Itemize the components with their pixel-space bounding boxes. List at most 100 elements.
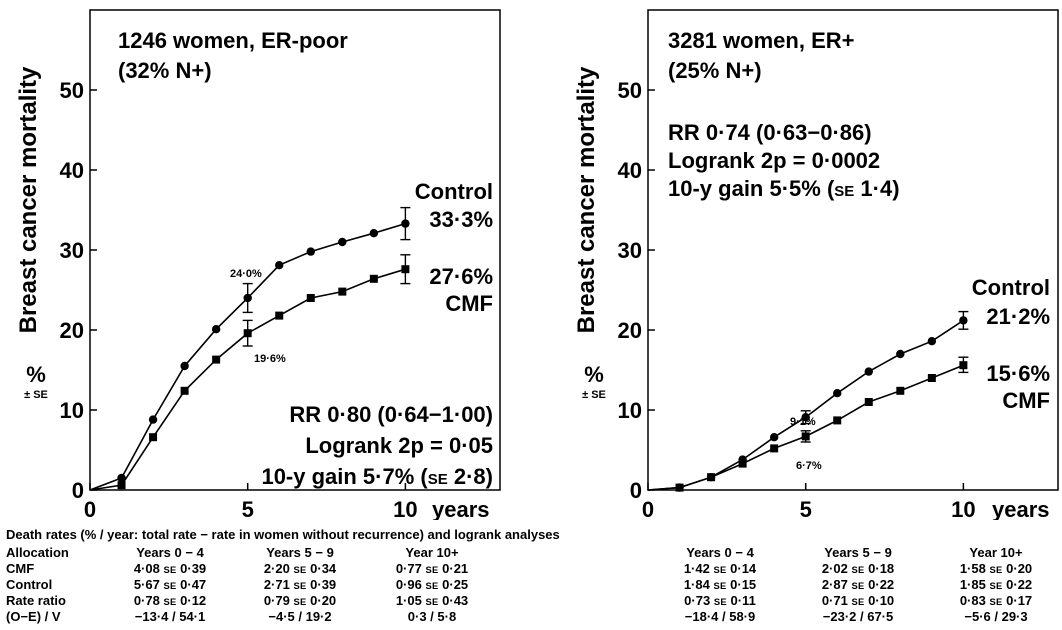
table-cell: 2·71 SE 0·39	[230, 578, 370, 593]
table-row-label: Control	[6, 577, 53, 592]
x-tick-label: 0	[84, 497, 96, 520]
table-cell: 2·20 SE 0·34	[230, 562, 370, 577]
y-axis-label: Breast cancer mortality	[573, 66, 600, 333]
table-cell-se-value: 0·43	[438, 593, 469, 608]
data-point-cmf	[401, 265, 410, 274]
data-point-cmf	[275, 311, 284, 320]
end-value-control: 21·2%	[986, 304, 1050, 329]
table-cell-value: 0·79	[263, 593, 294, 608]
chart-panel-er-positive: 0 10 20 30 40 50 0 5 10 years Breast cancer mortal…	[573, 9, 1059, 520]
y-tick-label: 30	[60, 238, 84, 263]
gain-suffix: 1·4)	[854, 176, 899, 201]
table-cell-value: 1·58	[959, 561, 990, 576]
table-cell: 0·79 SE 0·20	[230, 594, 370, 609]
table-cell: 1·84 SE 0·15	[650, 578, 790, 593]
table-cell-se: SE	[989, 565, 1003, 575]
table-column-header: Years 0 − 4	[136, 545, 204, 560]
table-cell-se-value: 0·22	[864, 577, 895, 592]
panel-subtitle: (25% N+)	[668, 58, 762, 83]
table-cell-value: 2·87	[821, 577, 852, 592]
table-cell: 1·85 SE 0·22	[926, 578, 1062, 593]
table-cell-value: 0·71	[821, 593, 852, 608]
table-cell-value: 2·20	[263, 561, 294, 576]
table-cell-se-value: 0·15	[726, 577, 757, 592]
table-cell-se-value: 0·34	[306, 561, 337, 576]
table-cell-value: 5·67	[133, 577, 164, 592]
data-point-cmf	[306, 294, 315, 302]
table-cell: −18·4 / 58·9	[684, 609, 756, 624]
panel-title: 1246 women, ER-poor	[118, 28, 348, 53]
x-tick-label: 0	[642, 497, 654, 520]
gain-text: 10-y gain 5·5% (SE 1·4)	[668, 176, 900, 201]
table-cell-se: SE	[293, 597, 307, 607]
table-cell-se-value: 0·11	[726, 593, 756, 608]
table-cell: −13·4 / 54·1	[134, 609, 206, 624]
y-tick-label: 10	[618, 398, 642, 423]
table-column-header: Year 10+	[969, 545, 1023, 560]
table-cell-se: SE	[851, 565, 865, 575]
data-point-cmf	[896, 386, 905, 395]
table-cell-value: 2·71	[263, 577, 294, 592]
data-point-control	[927, 337, 937, 346]
x-axis-label: years	[992, 497, 1050, 520]
table-cell-se-value: 0·18	[864, 561, 895, 576]
table-cell-value: 1·85	[959, 577, 990, 592]
table-cell: 1·58 SE 0·20	[926, 562, 1062, 577]
table-cell-se: SE	[989, 581, 1003, 591]
table-cell-se: SE	[425, 581, 439, 591]
table-cell: 0·3 / 5·8	[407, 609, 457, 624]
table-cell-value: 0·73	[684, 593, 714, 608]
table-cell-se: SE	[713, 581, 727, 591]
table-cell-value: 0·96	[395, 577, 426, 592]
table-cell-value: 0·78	[133, 593, 164, 608]
table-cell-value: 1·05	[395, 593, 426, 608]
x-tick-label: 10	[951, 497, 975, 520]
data-point-control	[180, 361, 189, 371]
y-tick-label: 0	[630, 478, 642, 503]
data-point-cmf	[180, 386, 189, 395]
table-cell-value: 1·84	[683, 577, 714, 592]
table-cell: 0·96 SE 0·25	[362, 578, 502, 593]
end-value-cmf: 27·6%	[429, 264, 493, 289]
data-point-control	[401, 219, 410, 228]
y-tick-label: 40	[618, 158, 642, 183]
data-point-cmf	[243, 329, 252, 338]
data-point-control	[801, 413, 810, 422]
data-point-cmf	[338, 287, 347, 296]
y-tick-label: 10	[60, 398, 84, 423]
gain-prefix: 10-y gain 5·7% (	[261, 464, 428, 489]
table-cell-se-value: 0·21	[438, 561, 469, 576]
table-cell-se-value: 0·12	[176, 593, 207, 608]
end-label-cmf: CMF	[445, 291, 493, 316]
data-point-cmf	[864, 398, 873, 406]
end-value-cmf: 15·6%	[986, 361, 1050, 386]
table-caption: Death rates (% / year: total rate − rate…	[6, 527, 560, 542]
table-cell-se: SE	[163, 581, 177, 591]
table-cell: −5·6 / 29·3	[964, 609, 1028, 624]
data-point-cmf	[212, 355, 221, 364]
data-point-cmf	[801, 432, 810, 441]
rate-ratio-text: RR 0·80 (0·64−1·00)	[289, 402, 493, 427]
table-cell-se: SE	[163, 565, 177, 575]
data-point-cmf	[369, 274, 378, 283]
table-cell-se-value: 0·39	[176, 561, 207, 576]
data-point-control	[833, 389, 842, 398]
table-cell: 4·08 SE 0·39	[100, 562, 240, 577]
table-cell: 2·87 SE 0·22	[788, 578, 928, 593]
y-tick-label: 0	[72, 478, 84, 503]
table-cell-se: SE	[293, 581, 307, 591]
x-tick-label: 5	[242, 497, 254, 520]
table-cell: 5·67 SE 0·47	[100, 578, 240, 593]
rate-ratio-text: RR 0·74 (0·63−0·86)	[668, 120, 872, 145]
table-cell-se: SE	[425, 597, 439, 607]
table-cell-se-value: 0·47	[176, 577, 207, 592]
data-point-cmf	[770, 444, 779, 453]
table-cell-se-value: 0·25	[438, 577, 469, 592]
y-axis-unit-se: ± SE	[582, 389, 606, 401]
table-cell-se: SE	[989, 597, 1003, 607]
data-point-control	[959, 316, 968, 325]
data-point-control	[369, 229, 379, 238]
end-label-cmf: CMF	[1002, 388, 1050, 413]
y-tick-label: 40	[60, 158, 84, 183]
table-cell-se: SE	[713, 597, 727, 607]
